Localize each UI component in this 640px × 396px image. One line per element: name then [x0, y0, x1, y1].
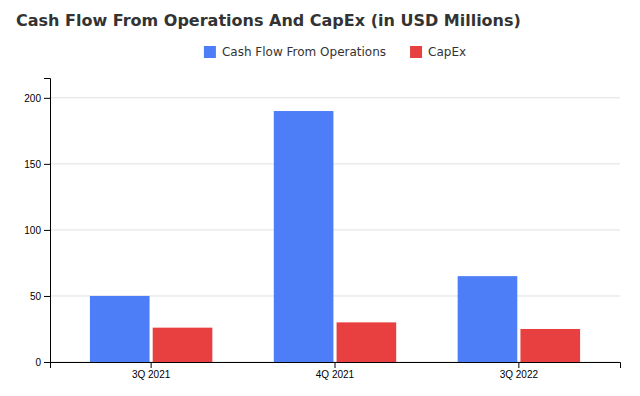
bar	[520, 329, 580, 362]
tick-label: 3Q 2022	[500, 369, 539, 380]
legend-item: Cash Flow From Operations	[204, 45, 386, 59]
tick: 3Q 2021	[132, 362, 171, 380]
tick-mark	[44, 98, 50, 99]
tick: 4Q 2021	[316, 362, 355, 380]
tick-label: 50	[30, 291, 42, 302]
tick: 50	[30, 291, 50, 302]
title: Cash Flow From Operations And CapEx (in …	[16, 11, 521, 30]
grid	[50, 98, 620, 362]
tick-mark	[335, 362, 336, 368]
tick: 0	[35, 357, 50, 368]
grid-line	[50, 97, 620, 98]
tick-mark	[44, 296, 50, 297]
chart: Cash Flow From Operations And CapEx (in …	[0, 0, 640, 396]
legend-label: Cash Flow From Operations	[222, 45, 386, 59]
tick-mark	[44, 362, 50, 363]
plot: 0 50 100 150 200 3Q 2021 4Q 2021 3Q 2022	[24, 79, 620, 381]
y-axis: 0 50 100 150 200	[24, 79, 50, 368]
series	[153, 322, 580, 362]
x-axis: 3Q 2021 4Q 2021 3Q 2022	[51, 362, 621, 380]
bar	[458, 276, 518, 362]
tick-mark	[518, 362, 519, 368]
tick-mark	[44, 230, 50, 231]
legend: Cash Flow From Operations CapEx	[204, 45, 466, 59]
tick-label: 0	[35, 357, 41, 368]
legend-label: CapEx	[428, 45, 466, 59]
tick: 100	[24, 225, 50, 236]
tick: 150	[24, 159, 50, 170]
tick-mark	[151, 362, 152, 368]
grid-line	[50, 163, 620, 164]
legend-swatch	[410, 46, 422, 58]
legend-swatch	[204, 46, 216, 58]
tick: 3Q 2022	[500, 362, 539, 380]
bar	[153, 328, 213, 362]
bars	[90, 111, 580, 362]
tick-label: 100	[24, 225, 41, 236]
tick-mark	[44, 164, 50, 165]
grid-line	[50, 229, 620, 230]
bar	[337, 322, 397, 362]
series	[90, 111, 517, 362]
axis-line	[51, 363, 621, 369]
tick: 200	[24, 93, 50, 104]
bar	[274, 111, 334, 362]
tick-label: 150	[24, 159, 41, 170]
bar	[90, 296, 150, 362]
tick-label: 4Q 2021	[316, 369, 355, 380]
axis-line	[44, 79, 51, 363]
tick-label: 3Q 2021	[132, 369, 171, 380]
tick-label: 200	[24, 93, 41, 104]
legend-item: CapEx	[410, 45, 466, 59]
